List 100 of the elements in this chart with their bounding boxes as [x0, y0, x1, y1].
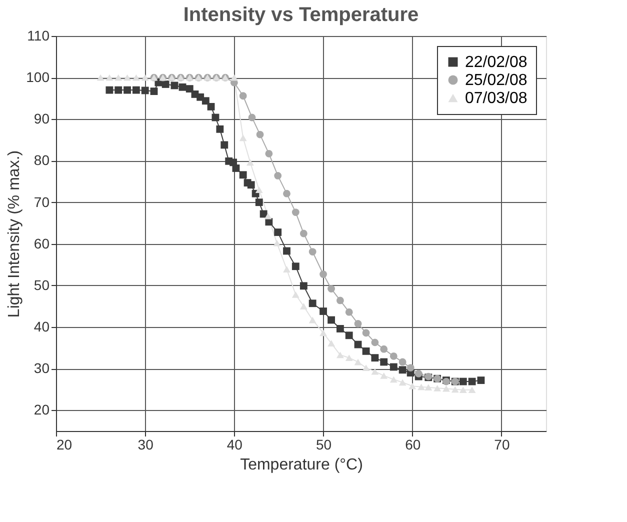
point	[141, 86, 149, 94]
point	[124, 86, 131, 94]
point	[96, 74, 104, 81]
y-tick-label: 30	[34, 360, 50, 376]
point	[390, 352, 398, 360]
point	[132, 74, 140, 81]
point	[308, 316, 316, 324]
point	[106, 74, 114, 81]
x-tick-label: 60	[405, 436, 421, 452]
y-tick-label: 50	[34, 276, 50, 293]
point	[414, 370, 422, 378]
legend-label: 07/03/08	[465, 90, 528, 107]
legend-label: 22/02/08	[465, 54, 528, 71]
point	[336, 296, 344, 304]
point	[141, 74, 149, 81]
point	[328, 285, 335, 292]
point	[239, 171, 247, 179]
point	[216, 125, 224, 133]
point	[328, 340, 335, 346]
point	[336, 325, 344, 332]
point	[114, 86, 122, 94]
point	[390, 363, 398, 371]
point	[273, 240, 281, 246]
point	[354, 320, 362, 328]
x-tick-label: 50	[316, 436, 332, 452]
point	[320, 308, 327, 315]
point	[202, 97, 210, 105]
legend-label: 25/02/08	[465, 72, 528, 89]
point	[380, 358, 388, 366]
point	[354, 358, 362, 366]
point	[362, 364, 370, 372]
y-tick-label: 40	[34, 318, 50, 335]
x-tick-label: 20	[56, 436, 72, 452]
point	[308, 248, 316, 256]
point	[255, 186, 263, 194]
point	[300, 282, 308, 290]
point	[274, 172, 282, 180]
point	[362, 347, 370, 355]
y-tick-label: 90	[34, 110, 50, 127]
point	[418, 384, 425, 390]
x-tick-label: 40	[226, 436, 243, 452]
point	[283, 247, 290, 255]
point	[162, 80, 170, 88]
y-tick-label: 110	[27, 28, 50, 44]
point	[398, 358, 406, 366]
point	[283, 190, 290, 198]
point	[371, 338, 379, 346]
point	[247, 181, 255, 189]
point	[239, 92, 247, 100]
point	[380, 372, 388, 379]
point	[320, 270, 327, 278]
x-axis-title: Temperature (°C)	[240, 456, 363, 474]
point	[230, 74, 238, 81]
point	[345, 308, 353, 316]
point	[132, 86, 140, 94]
point	[150, 88, 158, 96]
point	[345, 332, 353, 340]
point	[220, 141, 228, 149]
point	[232, 164, 240, 172]
y-axis-title: Light Intensity (% max.)	[6, 150, 24, 318]
point	[328, 316, 335, 324]
point	[300, 230, 308, 238]
y-tick-label: 60	[34, 235, 50, 252]
point	[380, 345, 388, 353]
point	[239, 134, 247, 142]
point	[264, 212, 272, 220]
point	[292, 208, 300, 216]
point	[320, 330, 327, 336]
point	[124, 74, 131, 81]
chart-title: Intensity vs Temperature	[183, 4, 419, 26]
point	[256, 130, 264, 138]
point	[336, 352, 344, 358]
point	[308, 300, 316, 308]
point	[468, 378, 476, 386]
point	[248, 114, 256, 122]
point	[246, 159, 254, 166]
point	[260, 210, 268, 218]
point	[292, 262, 300, 270]
point	[265, 150, 273, 158]
y-tick-label: 80	[34, 152, 50, 168]
point	[371, 354, 379, 362]
point	[459, 386, 467, 394]
point	[207, 102, 215, 110]
x-tick-label: 30	[138, 436, 154, 452]
x-tick-label: 70	[494, 436, 510, 452]
y-tick-label: 70	[34, 194, 50, 210]
point	[114, 74, 122, 81]
point	[362, 329, 370, 337]
point	[292, 291, 300, 298]
point	[477, 376, 485, 384]
point	[390, 376, 398, 383]
point	[424, 384, 432, 391]
point	[178, 83, 186, 91]
point	[434, 384, 442, 392]
point	[255, 198, 263, 206]
point	[459, 378, 467, 386]
point	[398, 366, 406, 374]
point	[406, 364, 414, 372]
y-tick-label: 20	[34, 402, 50, 418]
point	[186, 85, 194, 93]
